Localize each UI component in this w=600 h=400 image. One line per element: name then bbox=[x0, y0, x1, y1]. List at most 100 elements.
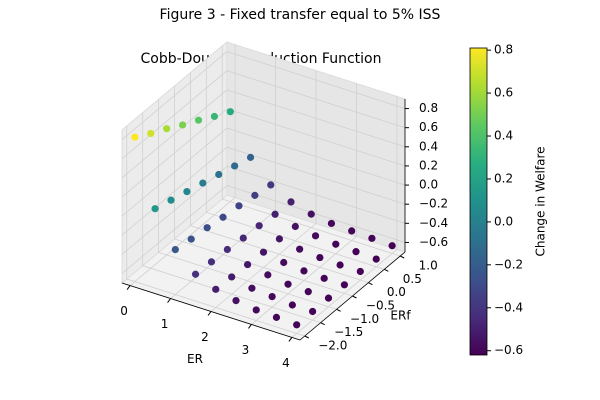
x-tick-label: 4 bbox=[282, 356, 290, 370]
colorbar bbox=[469, 47, 488, 356]
point bbox=[332, 240, 340, 248]
x-tick bbox=[167, 298, 171, 303]
point bbox=[235, 202, 243, 210]
x-tick-label: 0 bbox=[120, 304, 128, 318]
grid-line bbox=[121, 127, 406, 217]
y-tick bbox=[320, 322, 325, 326]
point bbox=[267, 181, 275, 189]
point bbox=[147, 129, 155, 138]
point bbox=[340, 281, 349, 289]
grid-line bbox=[121, 184, 406, 274]
point bbox=[248, 284, 256, 292]
x-axis-line bbox=[121, 282, 301, 341]
point bbox=[296, 245, 304, 253]
point bbox=[293, 321, 301, 329]
point bbox=[226, 108, 234, 116]
y-tick bbox=[400, 255, 405, 259]
grid-line bbox=[142, 112, 321, 324]
z-tick-label: 0.4 bbox=[419, 139, 438, 153]
point bbox=[203, 224, 211, 232]
point bbox=[307, 210, 315, 218]
point bbox=[320, 274, 328, 282]
y-tick bbox=[368, 282, 373, 286]
point bbox=[388, 242, 396, 250]
y-tick-label: 0.5 bbox=[403, 272, 422, 286]
z-tick-label: −0.2 bbox=[419, 197, 448, 211]
grid-line bbox=[129, 44, 236, 286]
grid-line bbox=[158, 99, 337, 310]
point bbox=[271, 210, 279, 218]
point bbox=[231, 162, 239, 170]
point bbox=[171, 246, 179, 254]
colorbar-tick-label: 0.6 bbox=[494, 86, 513, 100]
grid-line bbox=[121, 165, 406, 255]
y-tick bbox=[336, 308, 341, 312]
y-tick bbox=[352, 295, 357, 299]
y-tick-label: −2.0 bbox=[318, 339, 347, 353]
point bbox=[207, 258, 216, 266]
point bbox=[268, 293, 276, 301]
point bbox=[372, 255, 380, 263]
x-tick-label: 3 bbox=[242, 343, 250, 357]
grid-line bbox=[170, 57, 276, 299]
point bbox=[199, 179, 207, 187]
point bbox=[223, 245, 231, 254]
point bbox=[239, 234, 247, 242]
y-axis-line bbox=[299, 251, 406, 341]
point bbox=[300, 267, 308, 275]
point bbox=[219, 213, 227, 221]
y-axis-label: ERf bbox=[390, 309, 411, 323]
y-tick-label: 1.0 bbox=[419, 259, 438, 273]
point bbox=[327, 219, 336, 228]
point bbox=[288, 301, 296, 309]
grid-line bbox=[221, 46, 401, 257]
point bbox=[243, 260, 252, 269]
grid-line bbox=[205, 59, 385, 270]
point bbox=[311, 232, 320, 240]
point bbox=[183, 187, 191, 196]
point bbox=[252, 306, 260, 314]
x-tick bbox=[288, 337, 293, 342]
point bbox=[308, 307, 317, 316]
z-tick-label: 0.6 bbox=[419, 120, 438, 134]
grid-line bbox=[121, 51, 406, 140]
point bbox=[194, 116, 203, 124]
x-axis-label: ER bbox=[187, 352, 203, 366]
x-tick bbox=[207, 311, 212, 316]
grid-line bbox=[121, 70, 406, 159]
point bbox=[352, 248, 360, 256]
x-tick bbox=[248, 324, 252, 329]
colorbar-tick-label: −0.4 bbox=[494, 300, 523, 314]
point bbox=[275, 235, 284, 243]
point bbox=[228, 273, 236, 281]
point bbox=[131, 133, 139, 141]
point bbox=[210, 112, 219, 121]
z-tick-label: −0.6 bbox=[419, 235, 448, 249]
x-tick bbox=[126, 285, 131, 290]
z-tick-label: −0.4 bbox=[419, 216, 448, 230]
colorbar-tick-label: −0.2 bbox=[494, 257, 523, 271]
y-tick-label: 0.0 bbox=[387, 285, 406, 299]
point bbox=[163, 125, 171, 133]
colorbar-tick-label: 0.0 bbox=[494, 214, 513, 228]
grid-line bbox=[174, 86, 353, 297]
point bbox=[348, 227, 356, 235]
point bbox=[151, 205, 159, 213]
point bbox=[324, 294, 333, 302]
point bbox=[215, 170, 223, 179]
y-tick bbox=[304, 335, 309, 339]
figure-title: Figure 3 - Fixed transfer equal to 5% IS… bbox=[160, 7, 441, 23]
point bbox=[272, 313, 281, 321]
point bbox=[191, 270, 200, 278]
grid-line bbox=[291, 96, 398, 338]
point bbox=[291, 222, 299, 231]
x-tick-label: 1 bbox=[161, 317, 169, 331]
grid-line bbox=[251, 83, 357, 325]
point bbox=[368, 234, 376, 242]
grid-line bbox=[210, 70, 317, 312]
colorbar-tick-label: 0.2 bbox=[494, 171, 513, 185]
point bbox=[264, 271, 272, 279]
z-tick-label: 0.2 bbox=[419, 158, 438, 172]
y-tick-label: −1.5 bbox=[334, 325, 363, 339]
point bbox=[356, 267, 364, 276]
